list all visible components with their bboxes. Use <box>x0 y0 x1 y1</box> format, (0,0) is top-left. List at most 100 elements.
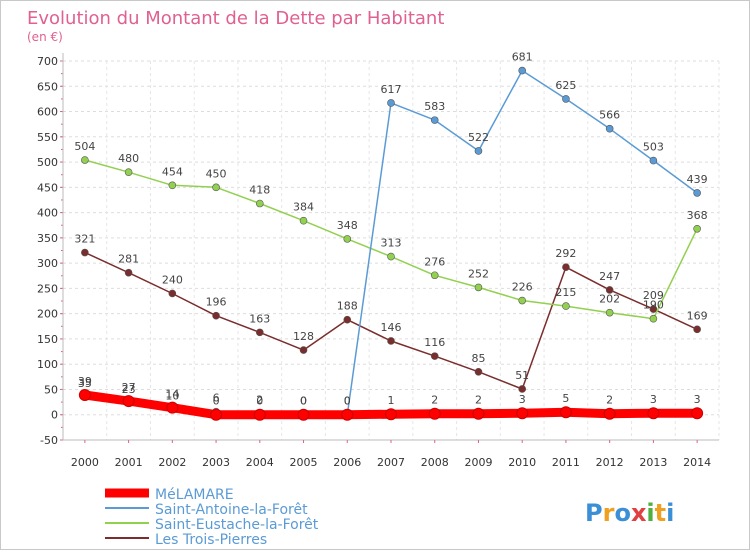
series-point-2 <box>168 181 177 190</box>
logo-letter: t <box>655 499 666 527</box>
y-tick-label: 0 <box>51 409 58 422</box>
legend-label-2: Saint-Eustache-la-Forêt <box>155 517 319 533</box>
data-label-1: 35 <box>78 377 92 390</box>
series-point-2 <box>649 314 658 323</box>
y-tick-label: 550 <box>37 131 58 144</box>
series-point-0 <box>385 408 397 421</box>
data-label-3: 240 <box>162 273 183 286</box>
y-tick-label: 700 <box>37 55 58 68</box>
data-label-0: 3 <box>650 393 657 406</box>
series-point-3 <box>168 289 177 298</box>
y-tick-label: -50 <box>40 434 58 447</box>
series-point-3 <box>124 268 133 277</box>
logo-letter: i <box>666 499 674 527</box>
data-label-0: 39 <box>78 375 92 388</box>
series-point-1 <box>693 189 701 197</box>
series-point-1 <box>649 156 658 165</box>
series-point-3 <box>693 325 701 334</box>
data-label-2: 480 <box>118 152 139 165</box>
data-label-0: 27 <box>122 381 136 394</box>
series-point-2 <box>212 183 220 192</box>
series-point-0 <box>78 389 91 402</box>
x-tick-label: 2010 <box>508 456 536 469</box>
series-point-3 <box>212 311 220 320</box>
data-label-2: 313 <box>381 237 402 250</box>
data-label-1: 6 <box>213 392 220 405</box>
data-label-0: 2 <box>475 394 482 407</box>
data-label-1: 681 <box>512 51 533 64</box>
series-point-3 <box>430 352 439 360</box>
x-tick-label: 2013 <box>639 456 667 469</box>
chart-title: Evolution du Montant de la Dette par Hab… <box>27 8 444 29</box>
data-label-3: 188 <box>337 300 358 313</box>
series-point-0 <box>472 407 485 420</box>
data-label-0: 2 <box>606 394 613 407</box>
series-point-3 <box>343 315 352 324</box>
y-tick-label: 50 <box>44 383 58 396</box>
series-point-0 <box>516 407 529 420</box>
series-point-1 <box>474 147 483 155</box>
data-label-2: 190 <box>643 299 664 312</box>
y-tick-label: 400 <box>37 207 58 220</box>
series-point-3 <box>299 346 308 354</box>
series-point-2 <box>430 271 439 280</box>
x-tick-label: 2004 <box>246 456 274 469</box>
data-label-3: 85 <box>471 352 485 365</box>
x-tick-label: 2014 <box>683 456 711 469</box>
data-label-1: 617 <box>381 83 402 96</box>
data-label-0: 1 <box>388 394 395 407</box>
series-point-3 <box>518 385 527 393</box>
data-label-3: 321 <box>74 233 95 246</box>
series-point-3 <box>81 248 89 257</box>
legend: MéLAMARESaint-Antoine-la-ForêtSaint-Eust… <box>105 487 319 548</box>
data-label-3: 128 <box>293 330 314 343</box>
data-label-0: 3 <box>519 393 526 406</box>
series-point-3 <box>562 263 570 271</box>
data-label-0: 14 <box>165 388 179 401</box>
data-label-1: 439 <box>687 173 708 186</box>
data-label-1: 10 <box>165 390 179 403</box>
y-axis: -50 0 50 100 150 200 250 300 350 400 450 500 550 600 6… <box>37 53 64 447</box>
series-point-2 <box>255 199 264 208</box>
series-point-2 <box>299 216 308 225</box>
y-tick-label: 150 <box>37 333 58 346</box>
y-tick-label: 500 <box>37 156 58 169</box>
data-label-2: 348 <box>337 219 358 232</box>
data-label-0: 0 <box>213 395 220 408</box>
data-label-0: 0 <box>300 395 307 408</box>
series-point-2 <box>387 252 395 261</box>
x-tick-label: 2006 <box>333 456 361 469</box>
series-point-2 <box>693 224 701 233</box>
logo-letter: P <box>585 499 603 527</box>
legend-label-0: MéLAMARE <box>155 487 234 503</box>
data-label-1: 522 <box>468 131 489 144</box>
series-point-2 <box>605 308 614 317</box>
series-point-1 <box>562 95 570 103</box>
series-point-3 <box>474 367 483 376</box>
x-tick-label: 2001 <box>115 456 143 469</box>
series-point-0 <box>603 407 616 420</box>
logo-letter: x <box>631 499 647 527</box>
data-label-1: 0 <box>300 395 307 408</box>
series-point-0 <box>691 407 704 420</box>
series-point-3 <box>605 286 614 294</box>
data-label-3: 196 <box>206 296 227 309</box>
data-label-3: 146 <box>381 321 402 334</box>
series-point-0 <box>559 406 572 419</box>
data-label-0: 0 <box>344 395 351 408</box>
data-label-2: 202 <box>599 293 620 306</box>
series-point-0 <box>253 408 266 421</box>
series-point-0 <box>297 408 310 421</box>
series-point-0 <box>647 407 660 420</box>
series-point-1 <box>387 99 395 107</box>
x-tick-label: 2009 <box>464 456 492 469</box>
series-point-2 <box>474 283 483 292</box>
data-label-2: 252 <box>468 267 489 280</box>
data-label-2: 450 <box>206 167 227 180</box>
data-label-2: 454 <box>162 165 183 178</box>
data-label-0: 2 <box>431 394 438 407</box>
data-label-1: 566 <box>599 109 620 122</box>
data-label-0: 0 <box>256 395 263 408</box>
data-label-1: 503 <box>643 141 664 154</box>
